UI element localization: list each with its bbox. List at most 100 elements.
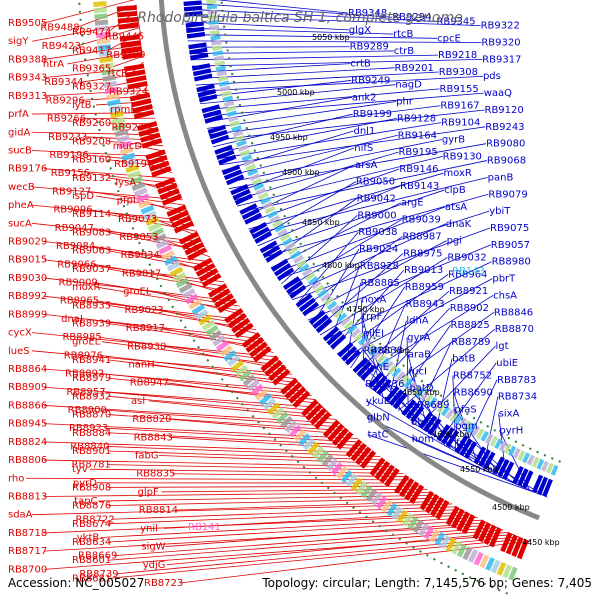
reverse-leader-line [43,241,213,263]
reverse-gene-label: RB9313 [8,91,47,102]
reverse-gene-label: RB9127 [52,186,91,197]
reverse-gene-label: RB8932 [72,391,111,402]
reverse-gene-label: RB9399 [106,50,145,61]
cog-feature-mark [317,288,328,298]
cog-feature-mark [102,74,116,82]
forward-gene-label: RB8825 [451,320,490,331]
reverse-gene-mark [211,288,231,303]
forward-gene-label: pfaS [454,404,476,415]
cog-feature-mark [298,433,311,447]
forward-gene-mark [302,301,320,317]
reverse-gene-mark [280,377,299,395]
reverse-gene-label: RB8781 [72,460,111,471]
forward-gene-label: RB9167 [440,101,479,112]
cog-feature-mark [208,24,220,31]
forward-gene-label: batB [452,354,475,365]
reverse-gene-label: RB9073 [118,214,157,225]
reverse-gene-mark [141,138,163,149]
forward-gene-label: RB9195 [398,147,437,158]
forward-gene-label: RB9155 [440,84,479,95]
forward-gene-mark [282,276,301,290]
reverse-gene-label: RB9063 [72,246,111,257]
reverse-gene-label: ispD [72,191,94,202]
cog-feature-mark [326,300,338,311]
forward-gene-label: RB8885 [361,278,400,289]
cog-feature-mark [145,216,160,227]
cog-feature-mark [234,364,249,377]
forward-gene-label: RB8689 [410,400,449,411]
forward-gene-mark [259,240,278,254]
forward-gene-mark [512,465,524,485]
reverse-gene-label: RB8840 [70,441,109,452]
cog-feature-mark [155,238,170,249]
forward-gene-mark [223,169,243,181]
cog-feature-mark [462,546,473,561]
forward-gene-mark [441,427,455,445]
reverse-gene-mark [224,308,244,324]
cog-feature-mark [238,369,252,382]
cog-feature-mark [257,192,269,201]
forward-gene-label: RB8846 [494,307,533,318]
forward-gene-mark [221,164,241,176]
reverse-gene-label: RB8999 [8,309,47,320]
reverse-gene-mark [155,177,176,189]
highlight-label-pink[interactable]: RB141 [188,522,221,533]
reverse-gene-mark [314,411,332,430]
forward-gene-label: ldhA [406,316,428,327]
forward-gene-mark [473,446,487,465]
reverse-gene-label: RB8939 [72,318,111,329]
reverse-gene-label: RB8900 [68,405,107,416]
highlight-label-cyan[interactable]: RB143 [452,266,485,277]
cog-feature-mark [169,266,184,278]
reverse-leader-line [107,55,143,69]
forward-gene-mark [230,184,249,196]
cog-feature-mark [166,261,181,272]
scale-tick-label: 4550 kbp [460,465,498,474]
cog-feature-mark [221,90,232,98]
cog-feature-mark [158,244,173,255]
reverse-gene-label: RB9096 [53,205,92,216]
forward-gene-label: ctrB [394,46,415,57]
cog-feature-mark [206,0,217,5]
forward-gene-label: noxA [361,295,386,306]
cog-feature-mark [326,458,339,472]
reverse-gene-label: RB9197 [114,159,153,170]
cog-feature-mark [333,308,344,319]
forward-gene-label: tatC [368,430,389,441]
forward-gene-label: RB9050 [356,177,395,188]
forward-gene-label: RB9249 [351,75,390,86]
cog-feature-mark [429,528,440,543]
forward-gene-label: RB8980 [492,257,531,268]
cog-feature-mark [274,224,286,233]
cog-feature-mark [119,146,134,156]
cog-feature-mark [215,339,230,352]
forward-leader-line [354,290,450,373]
forward-gene-mark [436,424,451,442]
cog-feature-mark [517,450,526,461]
cog-feature-mark [287,246,299,256]
cog-feature-mark [258,393,272,406]
reverse-leader-line [102,391,329,413]
forward-gene-mark [483,451,496,470]
forward-gene-mark [459,438,473,457]
cog-feature-mark [275,411,289,424]
forward-gene-mark [295,293,313,308]
reverse-gene-label: sdaA [8,510,33,521]
cog-feature-mark [230,359,245,372]
reverse-gene-mark [252,346,272,363]
forward-gene-mark [315,318,333,334]
cog-feature-mark [508,566,518,581]
forward-gene-mark [356,360,373,377]
forward-gene-mark [249,222,268,235]
forward-gene-mark [198,94,218,103]
forward-gene-mark [244,212,263,225]
reverse-gene-mark [305,403,323,421]
forward-gene-mark [209,129,228,140]
forward-leader-line [226,139,442,184]
reverse-leader-line [43,89,149,97]
forward-gene-mark [502,461,515,480]
cog-feature-mark [213,55,225,62]
reverse-gene-label: RB9053 [119,232,158,243]
reverse-gene-label: RB9017 [122,268,161,279]
reverse-gene-label: RB9114 [72,209,111,220]
